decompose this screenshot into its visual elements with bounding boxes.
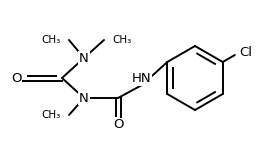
Text: CH₃: CH₃ (42, 35, 61, 45)
Text: O: O (114, 119, 124, 131)
Text: Cl: Cl (239, 46, 252, 60)
Text: N: N (79, 51, 89, 64)
Text: CH₃: CH₃ (112, 35, 131, 45)
Text: HN: HN (132, 73, 152, 86)
Text: O: O (11, 71, 21, 84)
Text: N: N (79, 91, 89, 104)
Text: CH₃: CH₃ (42, 110, 61, 120)
